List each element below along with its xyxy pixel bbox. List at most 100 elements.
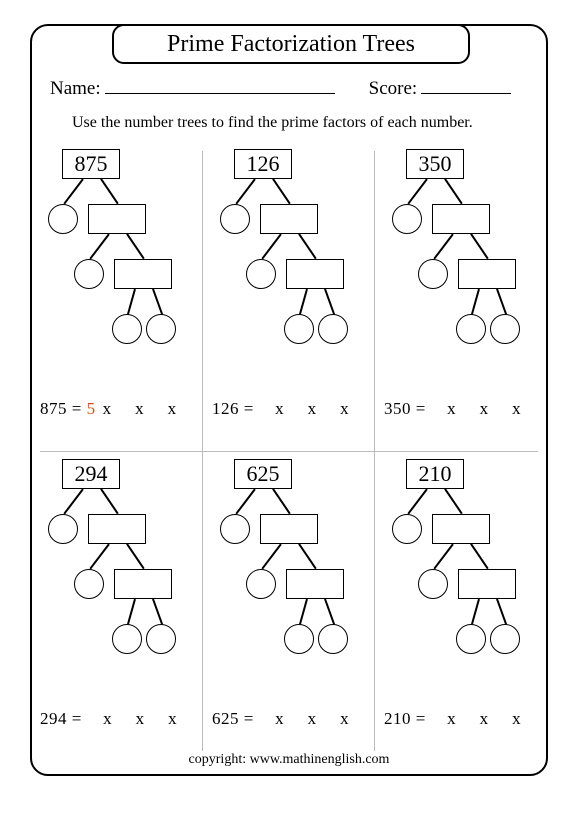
answer-blank[interactable] [496,399,506,418]
tree-connector [272,179,290,205]
tree-circle[interactable] [74,569,104,599]
answer-blank[interactable] [431,709,441,728]
answer-blank[interactable] [463,399,473,418]
tree-box[interactable] [88,204,146,234]
tree-circle[interactable] [456,624,486,654]
tree-box[interactable] [432,514,490,544]
tree-connector [444,179,462,205]
answer-blank[interactable] [356,709,366,728]
times-symbol: x [275,709,284,728]
tree-box[interactable] [114,259,172,289]
answer-blank[interactable] [431,399,441,418]
problem-cell: 350 350 = x x x [376,141,546,451]
answer-blank[interactable] [356,399,366,418]
tree-circle[interactable] [284,314,314,344]
factor-tree: 294 [42,459,192,699]
tree-box[interactable] [458,259,516,289]
tree-box[interactable] [286,259,344,289]
tree-box[interactable] [286,569,344,599]
answer-blank[interactable] [119,709,129,728]
name-field[interactable] [105,76,335,94]
answer-number: 126 = [212,399,254,418]
answer-blank[interactable] [151,399,161,418]
times-symbol: x [512,709,521,728]
answer-blank[interactable] [259,399,269,418]
answer-blank[interactable] [259,709,269,728]
tree-connector [127,599,135,624]
answer-line: 350 = x x x [384,399,538,419]
tree-circle[interactable] [456,314,486,344]
title: Prime Factorization Trees [112,24,470,64]
tree-circle[interactable] [74,259,104,289]
score-field[interactable] [421,76,511,94]
problem-cell: 294294 = x x x [32,451,202,761]
factor-tree: 625 [214,459,364,699]
tree-circle[interactable] [48,204,78,234]
tree-circle[interactable] [146,624,176,654]
tree-circle[interactable] [112,624,142,654]
tree-circle[interactable] [392,204,422,234]
tree-circle[interactable] [490,314,520,344]
answer-blank[interactable] [152,709,162,728]
answer-blank[interactable] [324,709,334,728]
answer-blank[interactable] [324,399,334,418]
times-symbol: x [340,399,349,418]
answer-number: 294 = [40,709,82,728]
answer-blank[interactable] [291,709,301,728]
tree-box[interactable] [458,569,516,599]
answer-blank[interactable] [184,709,194,728]
problem-grid: 875875 = 5x x x 126126 = x x x 350350 = … [32,141,546,761]
tree-circle[interactable] [146,314,176,344]
tree-circle[interactable] [418,569,448,599]
tree-connector [272,489,290,515]
times-symbol: x [340,709,349,728]
answer-blank[interactable] [528,399,538,418]
tree-box[interactable] [260,204,318,234]
answer-blank[interactable] [496,709,506,728]
factor-tree: 210 [386,459,536,699]
answer-blank[interactable] [291,399,301,418]
factor-tree: 126 [214,149,364,389]
answer-line: 126 = x x x [212,399,366,419]
tree-root-box: 350 [406,149,464,179]
tree-circle[interactable] [112,314,142,344]
tree-root-box: 294 [62,459,120,489]
tree-connector [299,599,307,624]
tree-connector [496,599,506,625]
tree-circle[interactable] [246,259,276,289]
tree-circle[interactable] [490,624,520,654]
tree-box[interactable] [88,514,146,544]
tree-circle[interactable] [318,624,348,654]
answer-blank[interactable] [119,399,129,418]
tree-root-box: 875 [62,149,120,179]
answer-blank[interactable] [528,709,538,728]
tree-circle[interactable] [220,514,250,544]
tree-box[interactable] [432,204,490,234]
tree-circle[interactable] [220,204,250,234]
tree-circle[interactable] [418,259,448,289]
tree-connector [471,599,479,624]
answer-blank[interactable] [184,399,194,418]
tree-root-box: 126 [234,149,292,179]
tree-circle[interactable] [318,314,348,344]
tree-circle[interactable] [246,569,276,599]
tree-connector [63,489,83,515]
times-symbol: x [480,399,489,418]
answer-blank[interactable] [463,709,473,728]
tree-circle[interactable] [284,624,314,654]
answer-hint: 5 [87,399,96,418]
tree-connector [324,289,334,315]
tree-box[interactable] [114,569,172,599]
times-symbol: x [103,399,112,418]
times-symbol: x [168,399,177,418]
times-symbol: x [103,709,112,728]
tree-connector [471,289,479,314]
tree-circle[interactable] [392,514,422,544]
tree-circle[interactable] [48,514,78,544]
tree-connector [407,179,427,205]
tree-connector [235,179,255,205]
tree-connector [63,179,83,205]
answer-blank[interactable] [87,709,97,728]
times-symbol: x [275,399,284,418]
tree-box[interactable] [260,514,318,544]
